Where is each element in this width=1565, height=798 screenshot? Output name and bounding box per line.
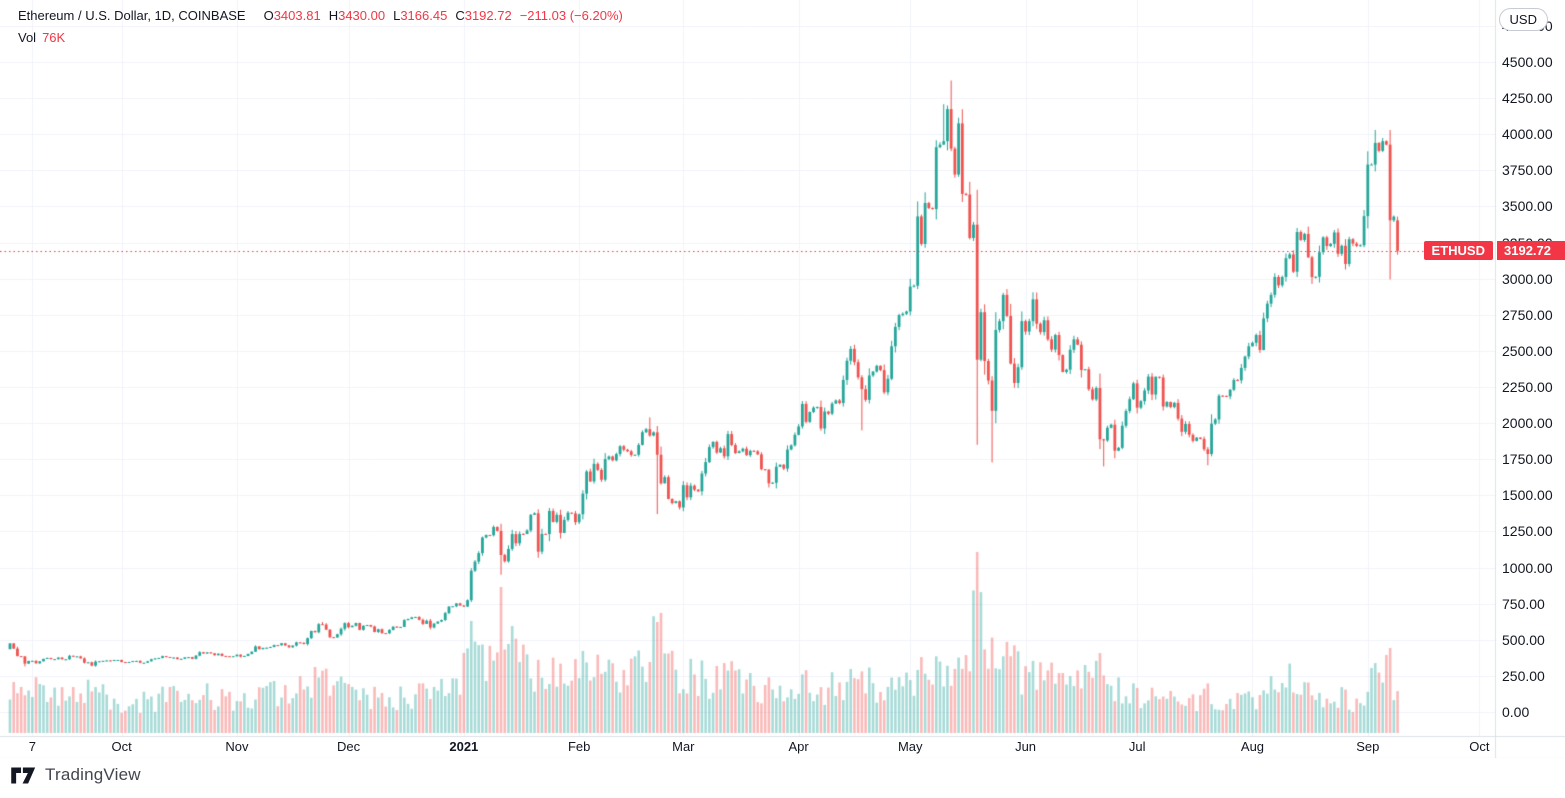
legend-ohlc-row: Ethereum / U.S. Dollar, 1D, COINBASE O 34… [18, 8, 623, 30]
y-axis-tick: 3750.00 [1502, 162, 1553, 179]
y-axis-tick: 1250.00 [1502, 523, 1553, 540]
price-line-symbol-tag: ETHUSD [1423, 241, 1493, 260]
x-axis-tick: Feb [567, 739, 591, 754]
x-axis-tick: Aug [1240, 739, 1265, 754]
y-axis-tick: 1750.00 [1502, 451, 1553, 468]
volume-legend-row: Vol 76K [18, 30, 623, 52]
open-value: 3403.81 [273, 8, 321, 23]
x-axis-tick: 7 [28, 739, 36, 754]
close-label: C [455, 8, 465, 23]
y-axis-tick: 250.00 [1502, 667, 1545, 684]
symbol-title[interactable]: Ethereum / U.S. Dollar, 1D, COINBASE [18, 8, 246, 23]
x-axis-tick: May [897, 739, 923, 754]
high-label: H [328, 8, 339, 23]
tradingview-logo-icon [11, 767, 36, 783]
y-axis-tick: 3500.00 [1502, 198, 1553, 215]
x-axis-tick: Dec [336, 739, 361, 754]
tradingview-brand-text: TradingView [45, 765, 141, 784]
x-axis-tick: Oct [1469, 739, 1490, 754]
x-axis-tick: Oct [111, 739, 132, 754]
x-axis-tick: Sep [1356, 739, 1380, 754]
y-axis-tick: 1000.00 [1502, 559, 1553, 576]
x-axis-tick: Jul [1128, 739, 1146, 754]
last-price-label: 3192.72 [1497, 241, 1565, 260]
symbol-legend: Ethereum / U.S. Dollar, 1D, COINBASE O 34… [18, 8, 623, 52]
footer-bar: TradingView [0, 758, 1565, 798]
price-axis-scale[interactable]: 4750.004500.004250.004000.003750.003500.… [1495, 0, 1565, 758]
y-axis-tick: 1500.00 [1502, 487, 1553, 504]
volume-label: Vol [18, 30, 37, 45]
y-axis-tick: 4500.00 [1502, 54, 1553, 71]
time-axis-scale[interactable]: 7 Oct Nov Dec 2021 Feb Mar Apr May Jun Jul Aug Sep Oc… [0, 736, 1495, 758]
volume-value: 76K [42, 30, 66, 45]
change-value: −211.03 (−6.20%) [519, 8, 623, 23]
y-axis-tick: 4250.00 [1502, 90, 1553, 107]
high-value: 3430.00 [338, 8, 386, 23]
y-axis-tick: 750.00 [1502, 595, 1545, 612]
close-value: 3192.72 [464, 8, 512, 23]
y-axis-tick: 0.00 [1502, 704, 1530, 720]
currency-usd-button[interactable]: USD [1498, 8, 1548, 31]
low-value: 3166.45 [400, 8, 448, 23]
y-axis-tick: 2500.00 [1502, 342, 1553, 359]
open-label: O [263, 8, 274, 23]
x-axis-tick: Jun [1015, 739, 1037, 754]
y-axis-tick: 500.00 [1502, 631, 1545, 648]
low-label: L [393, 8, 401, 23]
y-axis-tick: 2250.00 [1502, 379, 1553, 395]
tradingview-logo[interactable]: TradingView [10, 765, 141, 785]
y-axis-tick: 2750.00 [1502, 306, 1553, 323]
x-axis-tick: 2021 [449, 739, 479, 754]
x-axis-tick: Mar [672, 739, 695, 754]
x-axis-tick: Nov [225, 739, 249, 754]
y-axis-tick: 3000.00 [1502, 270, 1553, 287]
y-axis-tick: 4000.00 [1502, 126, 1553, 143]
y-axis-tick: 2000.00 [1502, 415, 1553, 432]
x-axis-tick: Apr [788, 739, 809, 754]
